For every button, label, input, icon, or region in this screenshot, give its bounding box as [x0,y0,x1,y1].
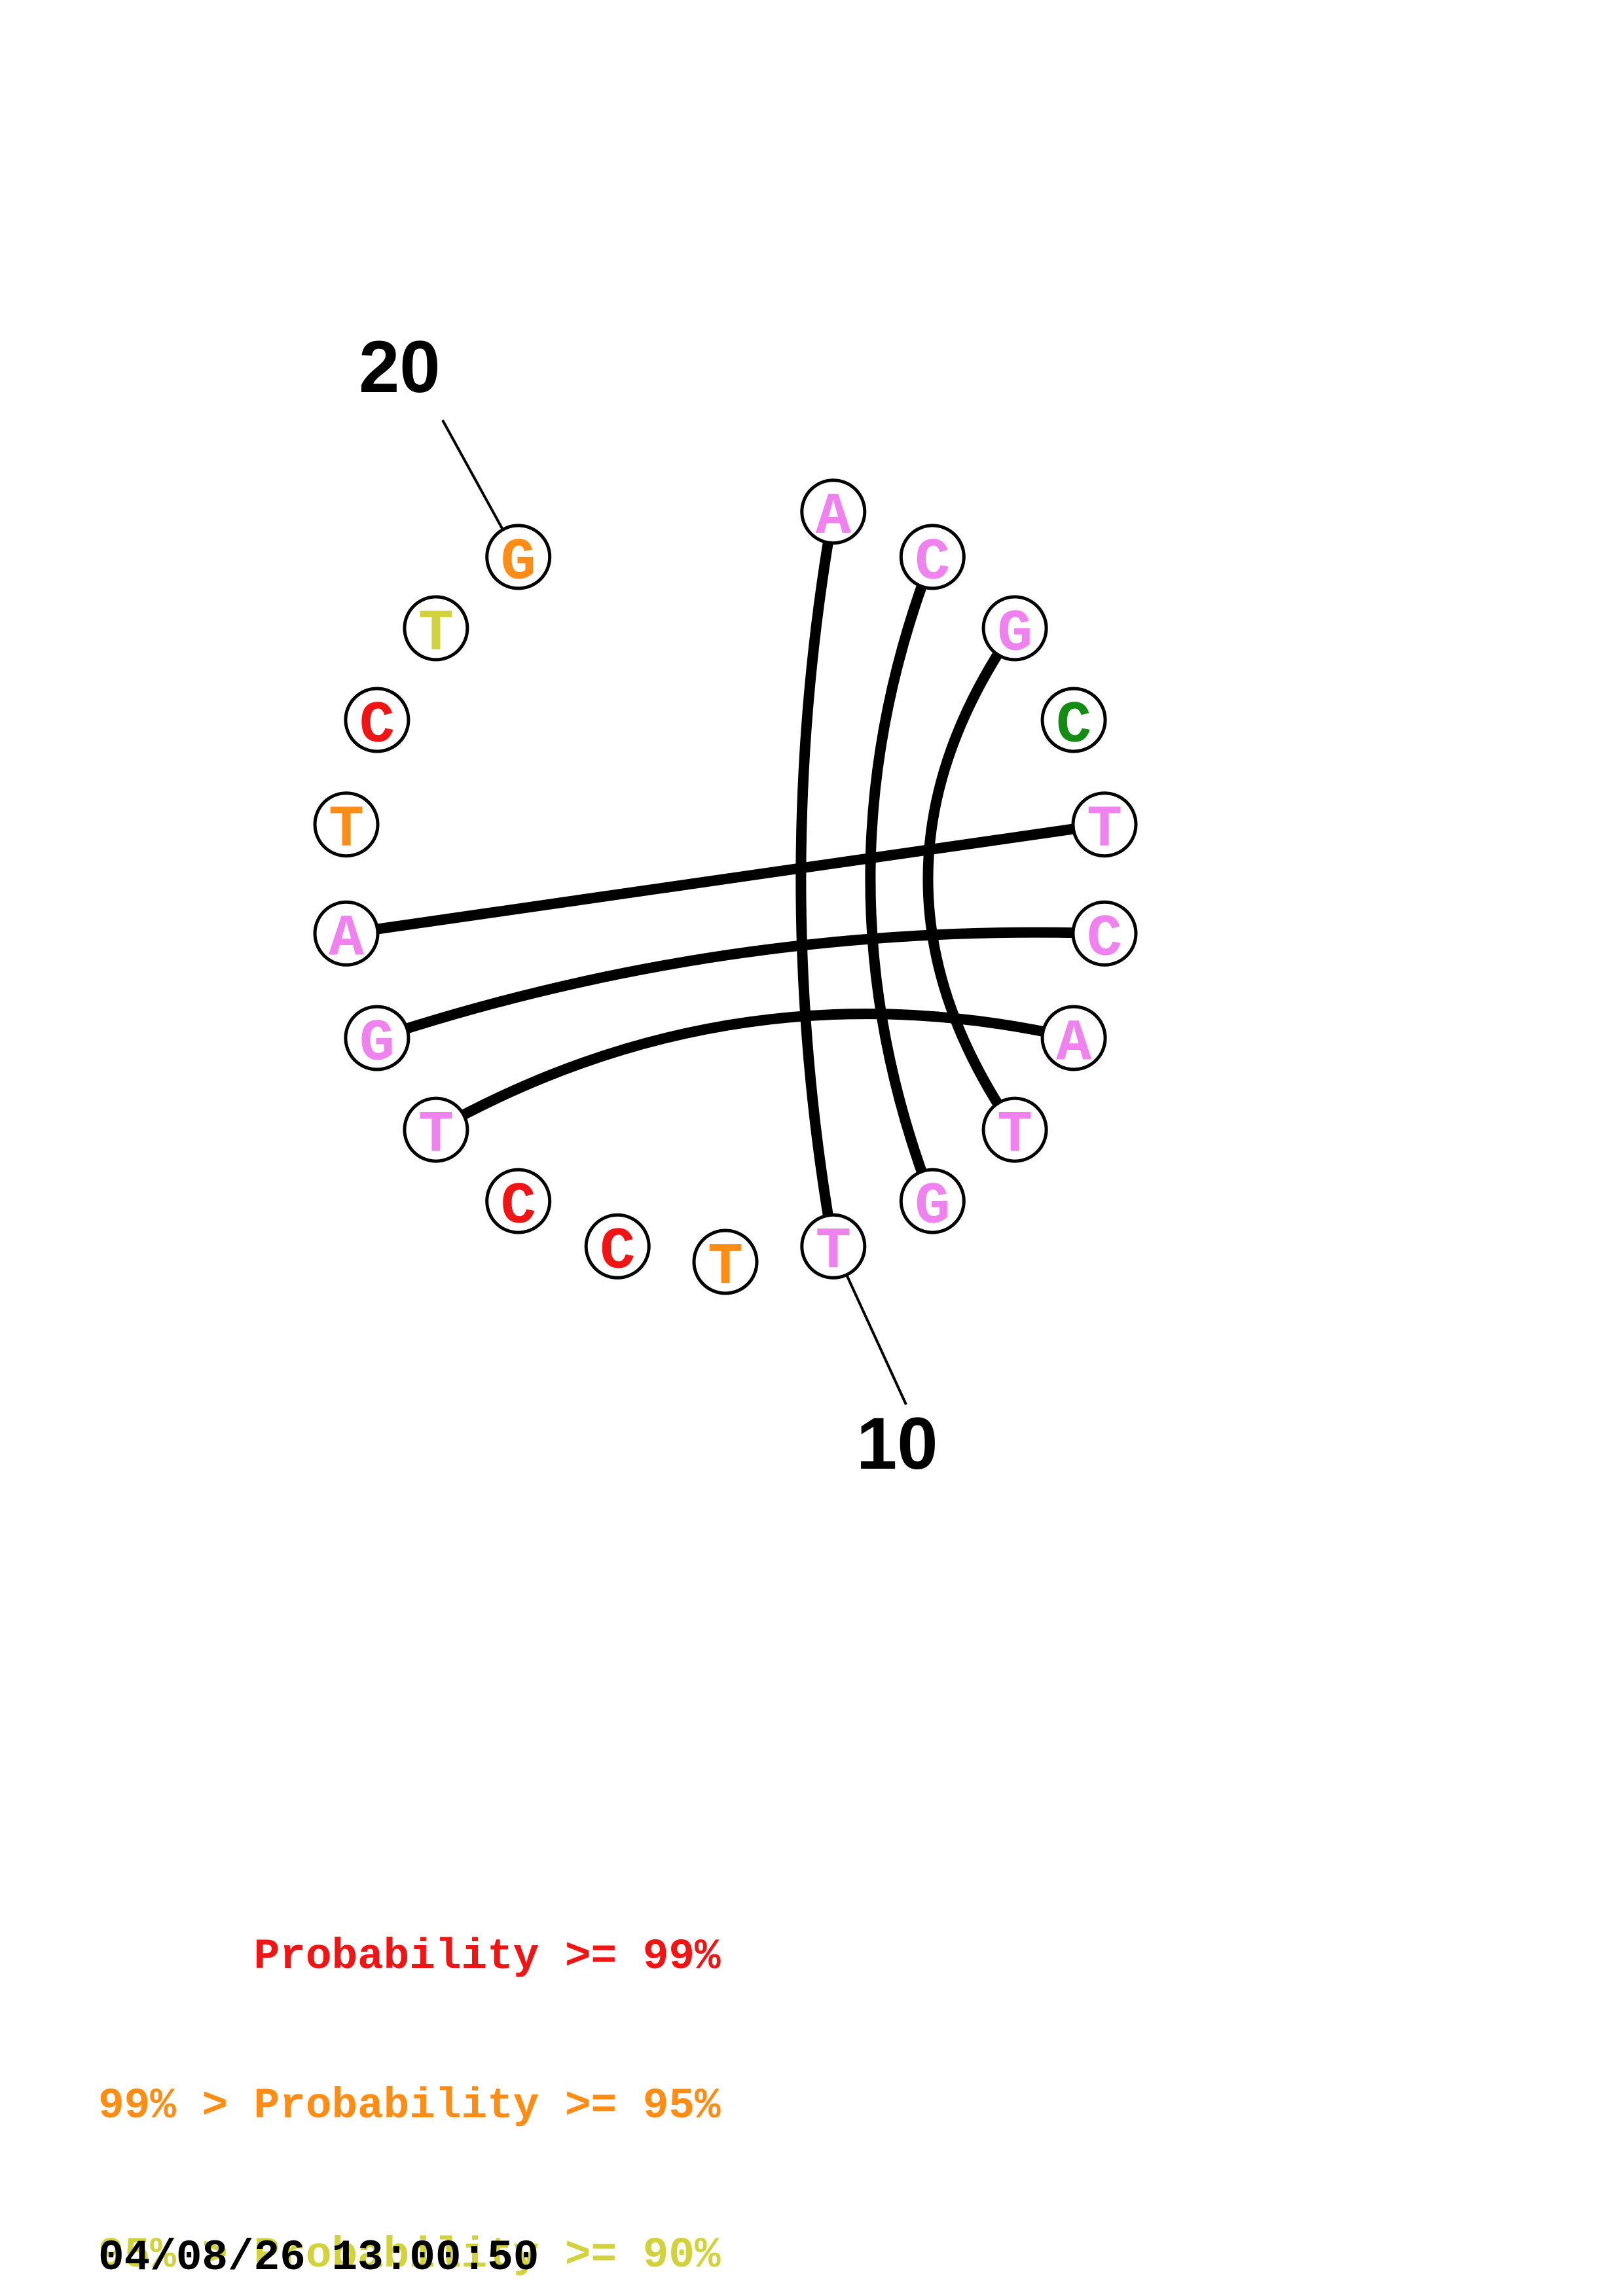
nucleotide-circle-16 [313,900,380,967]
nucleotide-base-T5: T [1087,797,1122,864]
nucleotide-circle-1 [800,478,867,545]
base-pair-arc-1-10 [795,511,839,1247]
nucleotide-base-G15: G [359,1011,395,1077]
legend-entry: 99% > Probability >= 95% [98,2081,721,2130]
base-pair-arc-2-9 [865,555,938,1203]
nucleotide-circle-9 [899,1168,966,1234]
nucleotide-base-T17: T [329,797,364,864]
nucleotide-base-C4: C [1056,692,1091,759]
nucleotide-base-G3: G [997,601,1032,668]
nucleotide-base-C13: C [501,1174,536,1241]
nucleotide-base-G9: G [915,1174,950,1241]
nucleotide-circle-10 [800,1213,867,1280]
nucleotide-circle-14 [403,1096,469,1163]
sequence-position-label-20: 20 [359,326,441,408]
nucleotide-circle-20 [485,524,552,590]
nucleotide-base-C2: C [915,529,950,596]
base-pair-arc-7-14 [433,1009,1075,1135]
nucleotide-circle-7 [1040,1005,1107,1071]
nucleotide-base-T8: T [997,1103,1032,1170]
legend-entry: Probability >= 99% [98,1932,721,1981]
nucleotide-circle-4 [1040,687,1107,753]
nucleotide-base-G20: G [501,529,536,596]
nucleotide-circle-15 [344,1005,410,1071]
base-pair-arc-6-15 [375,927,1105,1043]
nucleotide-circle-17 [313,791,380,858]
nucleotide-base-T14: T [418,1103,454,1170]
nucleotide-circle-6 [1071,900,1138,967]
nucleotide-base-C6: C [1087,906,1122,973]
nucleotide-circle-8 [981,1096,1048,1163]
nucleotide-base-T19: T [418,601,454,668]
base-pair-arc-5-16 [345,819,1106,939]
probability-legend: Probability >= 99% 99% > Probability >= … [98,1833,721,2296]
nucleotide-base-C18: C [359,692,395,759]
sequence-position-label-10: 10 [856,1403,938,1484]
nucleotide-circle-13 [485,1168,552,1234]
nucleotide-circle-3 [981,595,1048,662]
nucleotide-circle-5 [1071,791,1138,858]
nucleotide-base-C12: C [600,1219,635,1286]
nucleotide-base-A16: A [329,906,365,973]
nucleotide-circle-2 [899,524,966,590]
nucleotide-base-T10: T [816,1219,851,1286]
nucleotide-circle-19 [403,595,469,662]
legend-entry: 95% > Probability >= 90% [98,2231,721,2280]
timestamp: 04/08/26 13:00:50 [98,2233,539,2282]
nucleotide-base-A1: A [816,484,852,551]
base-pair-arc-3-8 [922,625,1019,1133]
nucleotide-circle-18 [344,687,410,753]
nucleotide-circle-12 [584,1213,651,1280]
nucleotide-base-T11: T [708,1234,743,1301]
nucleotide-base-A7: A [1056,1011,1092,1077]
nucleotide-circle-11 [692,1229,759,1295]
